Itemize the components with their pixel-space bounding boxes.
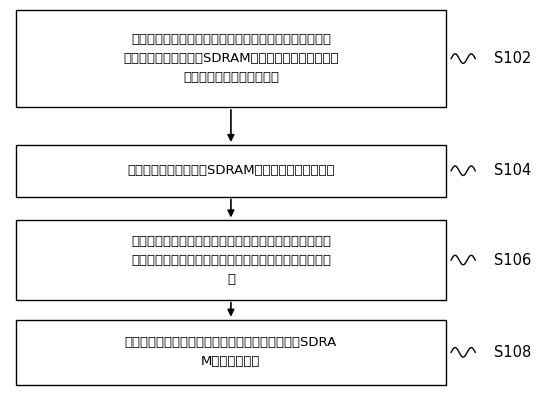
Text: 获取预配置的第一测试数据，其中，第一测试数据用于测
试同步动态随机存储器SDRAM是否存在连线故障，第一
测试数据包括多条测试数据: 获取预配置的第一测试数据，其中，第一测试数据用于测 试同步动态随机存储器SDRA… — [123, 33, 339, 84]
FancyBboxPatch shape — [16, 220, 446, 300]
FancyBboxPatch shape — [16, 320, 446, 385]
Text: S102: S102 — [494, 51, 532, 66]
Text: S108: S108 — [494, 345, 531, 360]
FancyBboxPatch shape — [16, 145, 446, 197]
Text: S104: S104 — [494, 163, 531, 178]
Text: 将第一测试数据写入到SDRAM中，得到第一写入结果: 将第一测试数据写入到SDRAM中，得到第一写入结果 — [127, 164, 335, 177]
Text: 在第一统计数据大于第一预定阈值的情况下，确定SDRA
M出现连线故障: 在第一统计数据大于第一预定阈值的情况下，确定SDRA M出现连线故障 — [125, 336, 337, 368]
Text: 在读取一条第一写入结果，得到一条第一读取结果之后，
比对第一读取结果与第一预定输出结果，得到第一统计数
据: 在读取一条第一写入结果，得到一条第一读取结果之后， 比对第一读取结果与第一预定输… — [131, 235, 331, 285]
FancyBboxPatch shape — [16, 10, 446, 107]
Text: S106: S106 — [494, 252, 531, 268]
